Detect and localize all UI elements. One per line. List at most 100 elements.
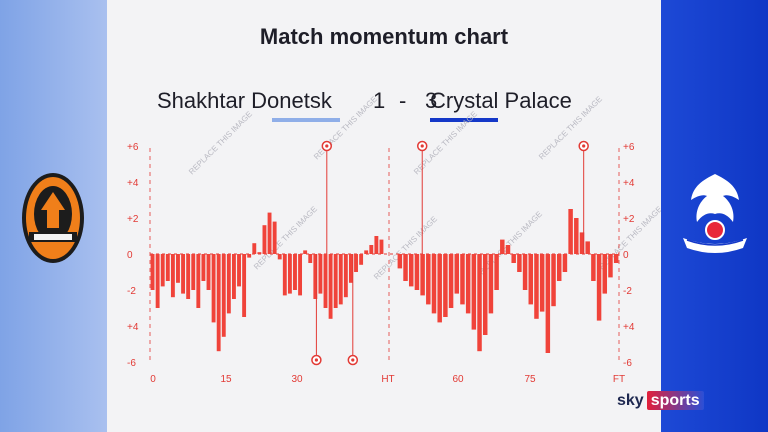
momentum-bar xyxy=(165,254,170,281)
goal-ball-center xyxy=(582,144,586,148)
goal-ball-center xyxy=(325,144,329,148)
x-tick-label: 75 xyxy=(524,374,536,385)
away-score: 3 xyxy=(425,88,438,113)
y-tick-label-right: -2 xyxy=(623,286,632,297)
momentum-bar xyxy=(500,239,505,254)
momentum-bar xyxy=(471,254,477,330)
momentum-bar xyxy=(303,250,308,254)
momentum-bar xyxy=(257,252,262,254)
momentum-bar xyxy=(494,254,499,290)
momentum-bar xyxy=(443,254,448,317)
goal-ball-center xyxy=(351,358,355,362)
y-tick-label-left: +6 xyxy=(127,142,139,153)
momentum-bar xyxy=(226,254,231,314)
momentum-bar xyxy=(397,254,403,269)
momentum-bar xyxy=(379,239,384,254)
momentum-bar xyxy=(596,254,602,321)
brand-sports: sports xyxy=(646,391,704,410)
goal-ball-center xyxy=(314,358,318,362)
momentum-bar xyxy=(517,254,522,272)
away-team-panel xyxy=(661,0,768,432)
momentum-bar xyxy=(252,243,257,254)
momentum-bar xyxy=(420,254,425,296)
y-tick-label-left: -2 xyxy=(127,286,136,297)
shakhtar-crest-icon xyxy=(22,173,84,263)
y-tick-label-left: +2 xyxy=(127,214,139,225)
momentum-bar xyxy=(505,245,511,254)
home-team-name: Shakhtar Donetsk xyxy=(157,88,332,113)
momentum-bar xyxy=(431,254,437,314)
momentum-bar xyxy=(414,254,420,290)
home-color-bar xyxy=(272,118,340,122)
momentum-bar xyxy=(272,221,277,254)
momentum-bar xyxy=(237,254,241,287)
x-tick-label: 30 xyxy=(291,374,303,385)
watermark-text: REPLACE THIS IMAGE xyxy=(187,109,254,176)
momentum-bar xyxy=(277,254,282,260)
score-separator: - xyxy=(399,88,407,113)
momentum-bar xyxy=(579,232,585,254)
x-tick-label: 0 xyxy=(150,374,156,385)
momentum-bar xyxy=(176,254,180,283)
momentum-bar xyxy=(211,254,216,323)
momentum-bar xyxy=(574,218,579,254)
x-tick-label: HT xyxy=(381,374,394,385)
momentum-bar xyxy=(267,212,272,254)
momentum-bar xyxy=(186,254,191,299)
momentum-bar xyxy=(221,254,226,337)
momentum-bar xyxy=(181,254,186,294)
momentum-bar xyxy=(308,254,313,263)
momentum-bar xyxy=(287,254,292,294)
momentum-bar xyxy=(556,254,562,281)
brand-sky: sky xyxy=(617,392,644,409)
y-tick-label-right: 0 xyxy=(623,250,629,261)
momentum-bar xyxy=(242,254,247,317)
y-tick-label-right: +2 xyxy=(623,214,635,225)
y-tick-label-left: -6 xyxy=(127,358,136,369)
y-tick-label-right: -6 xyxy=(623,358,632,369)
y-tick-label-right: +4 xyxy=(623,178,635,189)
momentum-bar xyxy=(293,254,297,290)
momentum-bar xyxy=(216,254,221,352)
momentum-bar xyxy=(328,254,333,319)
momentum-bar xyxy=(568,209,573,254)
away-team-name: Crystal Palace xyxy=(430,88,572,113)
momentum-bar xyxy=(298,254,303,296)
momentum-bar xyxy=(354,254,358,272)
momentum-bar xyxy=(551,254,556,307)
momentum-bar xyxy=(313,254,318,299)
momentum-bar xyxy=(488,254,494,314)
y-tick-label-left: +4 xyxy=(127,322,139,333)
sky-sports-logo: sky sports xyxy=(617,391,717,412)
y-tick-label-right: +6 xyxy=(623,142,635,153)
momentum-bar xyxy=(613,254,619,263)
momentum-bar xyxy=(247,254,252,258)
momentum-bar xyxy=(511,254,516,263)
momentum-bar xyxy=(364,250,369,254)
momentum-bar xyxy=(231,254,236,299)
home-score: 1 xyxy=(373,88,386,113)
chart-title: Match momentum chart xyxy=(259,24,509,49)
momentum-bar xyxy=(608,254,613,278)
watermark-text: REPLACE THIS IMAGE xyxy=(537,94,604,161)
x-tick-label: 15 xyxy=(220,374,232,385)
watermark-text: REPLACE THIS IMAGE xyxy=(312,94,379,161)
momentum-bar xyxy=(155,254,160,308)
momentum-bar xyxy=(534,254,539,319)
x-tick-label: FT xyxy=(613,374,625,385)
y-tick-label-left: 0 xyxy=(127,250,133,261)
momentum-bar xyxy=(201,254,206,281)
momentum-bar xyxy=(359,254,364,265)
y-tick-label-left: +4 xyxy=(127,178,139,189)
momentum-bar xyxy=(585,241,590,254)
momentum-bar xyxy=(348,254,353,283)
away-color-bar xyxy=(430,118,498,122)
momentum-bar xyxy=(426,254,431,305)
momentum-bar xyxy=(160,254,165,287)
momentum-bar xyxy=(562,254,568,272)
momentum-bar xyxy=(318,254,323,294)
momentum-bar xyxy=(408,254,414,287)
momentum-bar xyxy=(369,245,374,254)
momentum-bar xyxy=(191,254,196,290)
momentum-bar xyxy=(460,254,465,305)
